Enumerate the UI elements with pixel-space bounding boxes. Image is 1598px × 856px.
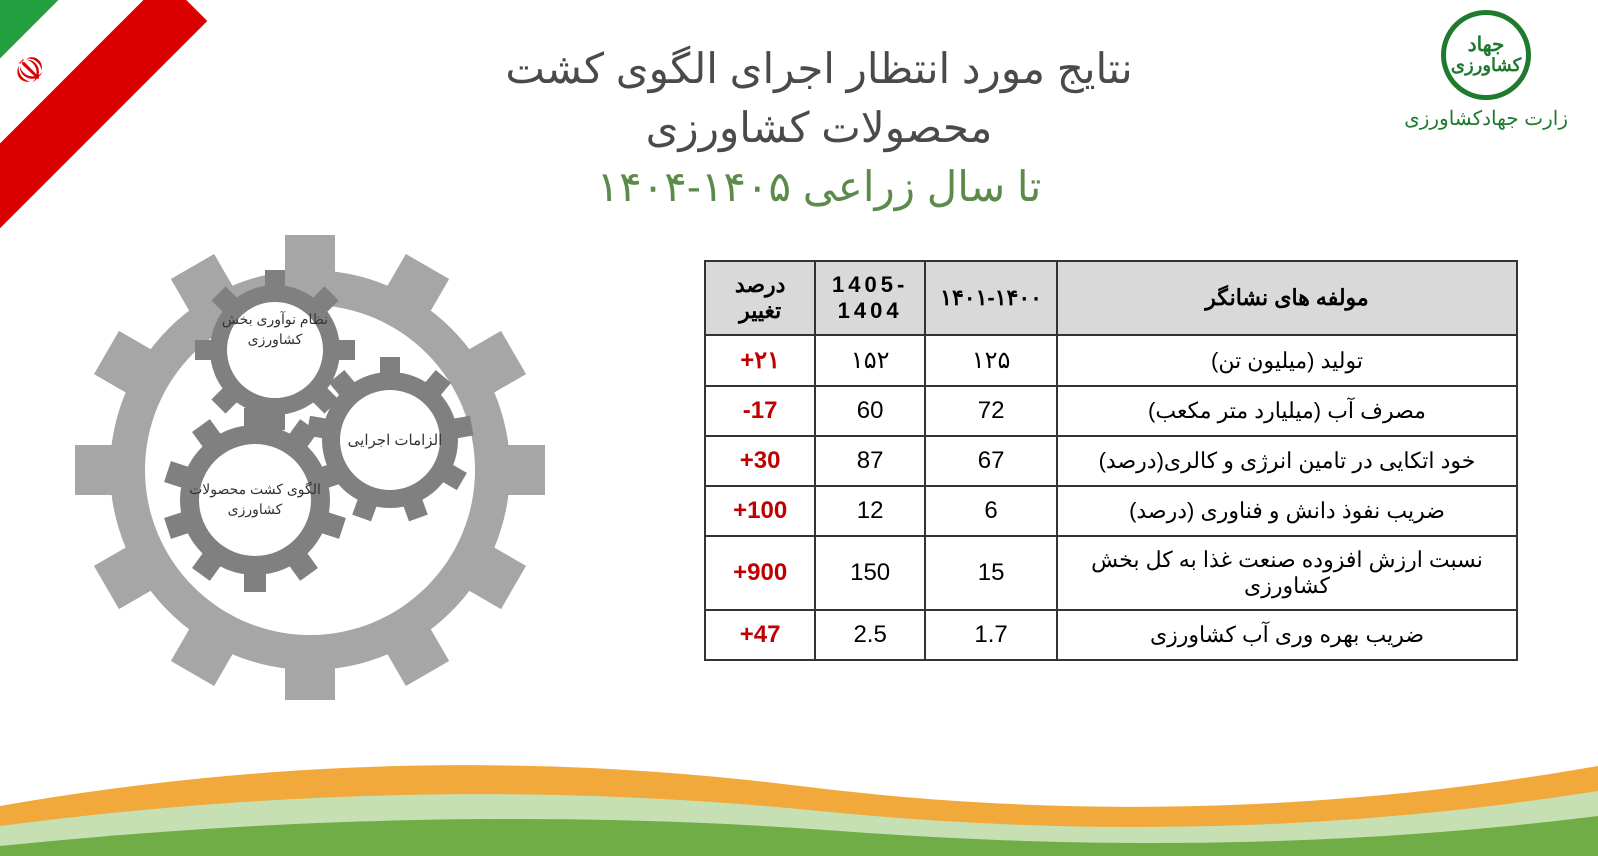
- cell-change: +47: [705, 610, 815, 660]
- page-title: نتایج مورد انتظار اجرای الگوی کشت محصولا…: [180, 40, 1458, 216]
- bottom-wave: [0, 716, 1598, 856]
- cell-indicator: خود اتکایی در تامین انرژی و کالری(درصد): [1057, 436, 1517, 486]
- col-change: درصد تغییر: [705, 261, 815, 335]
- cell-value: 60: [815, 386, 925, 436]
- cell-value: 87: [815, 436, 925, 486]
- logo-text-sub: کشاورزی: [1451, 56, 1521, 76]
- table-row: مصرف آب (میلیارد متر مکعب) 72 60 -17: [705, 386, 1517, 436]
- cell-change: -17: [705, 386, 815, 436]
- table-row: تولید (میلیون تن) ۱۲۵ ۱۵۲ +۲۱: [705, 335, 1517, 386]
- ministry-name: زارت جهادکشاورزی: [1404, 106, 1568, 131]
- title-line-2: محصولات کشاورزی: [180, 99, 1458, 158]
- cell-value: 67: [925, 436, 1057, 486]
- cell-value: ۱۲۵: [925, 335, 1057, 386]
- ministry-logo-icon: جهاد کشاورزی: [1441, 10, 1531, 100]
- cell-indicator: ضریب بهره وری آب کشاورزی: [1057, 610, 1517, 660]
- flag-emblem-icon: ☫: [6, 46, 54, 94]
- cell-indicator: مصرف آب (میلیارد متر مکعب): [1057, 386, 1517, 436]
- cell-indicator: تولید (میلیون تن): [1057, 335, 1517, 386]
- cell-indicator: ضریب نفوذ دانش و فناوری (درصد): [1057, 486, 1517, 536]
- cell-change: +30: [705, 436, 815, 486]
- cell-change: +100: [705, 486, 815, 536]
- title-line-1: نتایج مورد انتظار اجرای الگوی کشت: [180, 40, 1458, 99]
- logo-text-top: جهاد: [1468, 34, 1505, 56]
- table-row: خود اتکایی در تامین انرژی و کالری(درصد) …: [705, 436, 1517, 486]
- gear-label-2: الزامات اجرایی: [330, 430, 460, 451]
- cell-indicator: نسبت ارزش افزوده صنعت غذا به کل بخش کشاو…: [1057, 536, 1517, 610]
- table-row: ضریب بهره وری آب کشاورزی 1.7 2.5 +47: [705, 610, 1517, 660]
- title-line-3: تا سال زراعی ۱۴۰۵-۱۴۰۴: [180, 158, 1458, 217]
- cell-change: +900: [705, 536, 815, 610]
- cell-value: 72: [925, 386, 1057, 436]
- col-1400-1401: ۱۴۰۱-۱۴۰۰: [925, 261, 1057, 335]
- gear-label-3: الگوی کشت محصولات کشاورزی: [180, 480, 330, 519]
- results-table: مولفه های نشانگر ۱۴۰۱-۱۴۰۰ 1405-1404 درص…: [704, 260, 1518, 661]
- cell-value: ۱۵۲: [815, 335, 925, 386]
- cell-value: 12: [815, 486, 925, 536]
- cell-value: 1.7: [925, 610, 1057, 660]
- table-row: نسبت ارزش افزوده صنعت غذا به کل بخش کشاو…: [705, 536, 1517, 610]
- cell-value: 15: [925, 536, 1057, 610]
- gear-label-1: نظام نوآوری بخش کشاورزی: [220, 310, 330, 349]
- cell-value: 6: [925, 486, 1057, 536]
- col-1404-1405: 1405-1404: [815, 261, 925, 335]
- cell-value: 2.5: [815, 610, 925, 660]
- col-indicator: مولفه های نشانگر: [1057, 261, 1517, 335]
- table-row: ضریب نفوذ دانش و فناوری (درصد) 6 12 +100: [705, 486, 1517, 536]
- cell-value: 150: [815, 536, 925, 610]
- table-header-row: مولفه های نشانگر ۱۴۰۱-۱۴۰۰ 1405-1404 درص…: [705, 261, 1517, 335]
- ministry-logo-block: جهاد کشاورزی زارت جهادکشاورزی: [1404, 10, 1568, 131]
- cell-change: +۲۱: [705, 335, 815, 386]
